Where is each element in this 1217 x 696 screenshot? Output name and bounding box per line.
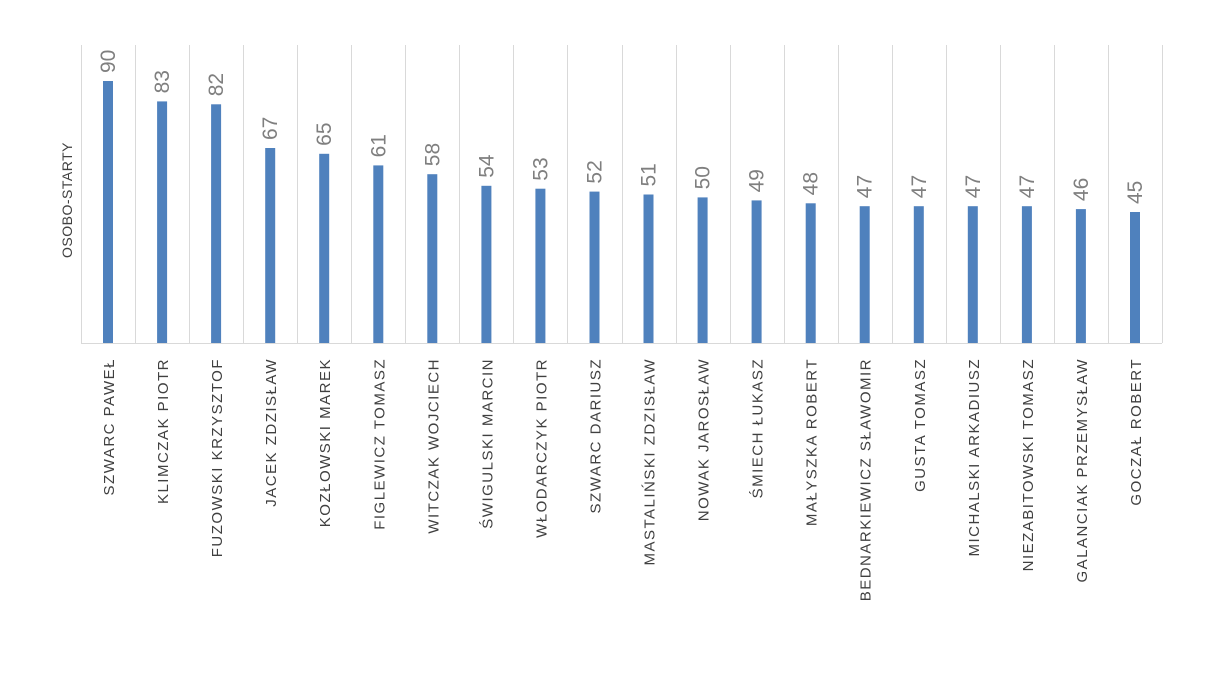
bar — [373, 165, 384, 343]
bar — [1021, 206, 1032, 343]
x-tick-label: BEDNARKIEWICZ SŁAWOMIR — [858, 358, 875, 601]
bar — [589, 191, 600, 343]
x-tick-label: MAŁYSZKA ROBERT — [804, 358, 821, 526]
bar — [103, 81, 113, 343]
x-tick-label: KOZŁOWSKI MAREK — [317, 358, 334, 527]
x-tick-label: GALANCIAK PRZEMYSŁAW — [1074, 358, 1091, 583]
bar — [265, 148, 276, 343]
data-label: 47 — [962, 175, 985, 198]
bar — [481, 185, 492, 343]
bar — [1075, 209, 1086, 343]
bar-layer — [103, 81, 1140, 344]
data-label: 61 — [367, 134, 390, 157]
bar — [697, 197, 708, 343]
x-tick-label: GOCZAŁ ROBERT — [1128, 358, 1145, 506]
data-label: 49 — [746, 169, 769, 192]
data-label: 51 — [638, 163, 661, 186]
label-layer: 90 SZWARC PAWEŁ 83 KLIMCZAK PIOTR 82 FUZOWSKI… — [97, 50, 1147, 602]
x-tick-label: KLIMCZAK PIOTR — [155, 358, 172, 504]
bar — [967, 206, 978, 343]
x-tick-label: FUZOWSKI KRZYSZTOF — [209, 358, 226, 557]
data-label: 47 — [854, 175, 877, 198]
x-tick-label: SZWARC PAWEŁ — [101, 358, 118, 495]
bar — [1130, 212, 1140, 343]
bar — [157, 101, 168, 344]
y-axis-title: OSOBO-STARTY — [59, 142, 75, 258]
x-tick-label: MICHALSKI ARKADIUSZ — [966, 358, 983, 557]
bar — [427, 174, 438, 343]
x-tick-label: NIEZABITOWSKI TOMASZ — [1020, 358, 1037, 571]
x-tick-label: WŁODARCZYK PIOTR — [533, 358, 550, 538]
x-tick-label: MASTALIŃSKI ZDZISŁAW — [642, 358, 659, 566]
data-label: 46 — [1070, 178, 1093, 201]
bar — [319, 153, 330, 343]
data-label: 54 — [475, 154, 498, 178]
data-label: 50 — [692, 166, 715, 189]
bar — [643, 194, 654, 343]
x-tick-label: ŚWIGULSKI MARCIN — [478, 358, 496, 529]
data-label: 48 — [800, 172, 823, 195]
x-tick-label: GUSTA TOMASZ — [912, 358, 929, 492]
bar — [805, 203, 816, 343]
bar — [859, 206, 870, 343]
x-tick-label: ŚMIECH ŁUKASZ — [749, 358, 767, 498]
data-label: 58 — [421, 143, 444, 166]
data-label: 47 — [1016, 175, 1039, 198]
bar — [211, 104, 222, 343]
data-label: 47 — [908, 175, 931, 198]
data-label: 90 — [97, 50, 120, 73]
data-label: 83 — [151, 70, 174, 93]
x-tick-label: WITCZAK WOJCIECH — [425, 358, 442, 534]
data-label: 67 — [259, 117, 282, 140]
data-label: 65 — [313, 122, 336, 145]
x-tick-label: JACEK ZDZISŁAW — [263, 358, 280, 507]
bar — [751, 200, 762, 343]
data-label: 45 — [1124, 181, 1147, 204]
grid-layer — [81, 45, 1163, 344]
data-label: 53 — [529, 157, 552, 180]
data-label: 52 — [584, 160, 607, 183]
x-tick-label: NOWAK JAROSŁAW — [696, 358, 713, 521]
bar — [913, 206, 924, 343]
data-label: 82 — [205, 73, 228, 96]
bar — [535, 188, 546, 343]
x-tick-label: SZWARC DARIUSZ — [588, 358, 605, 513]
x-tick-label: FIGLEWICZ TOMASZ — [371, 358, 388, 530]
